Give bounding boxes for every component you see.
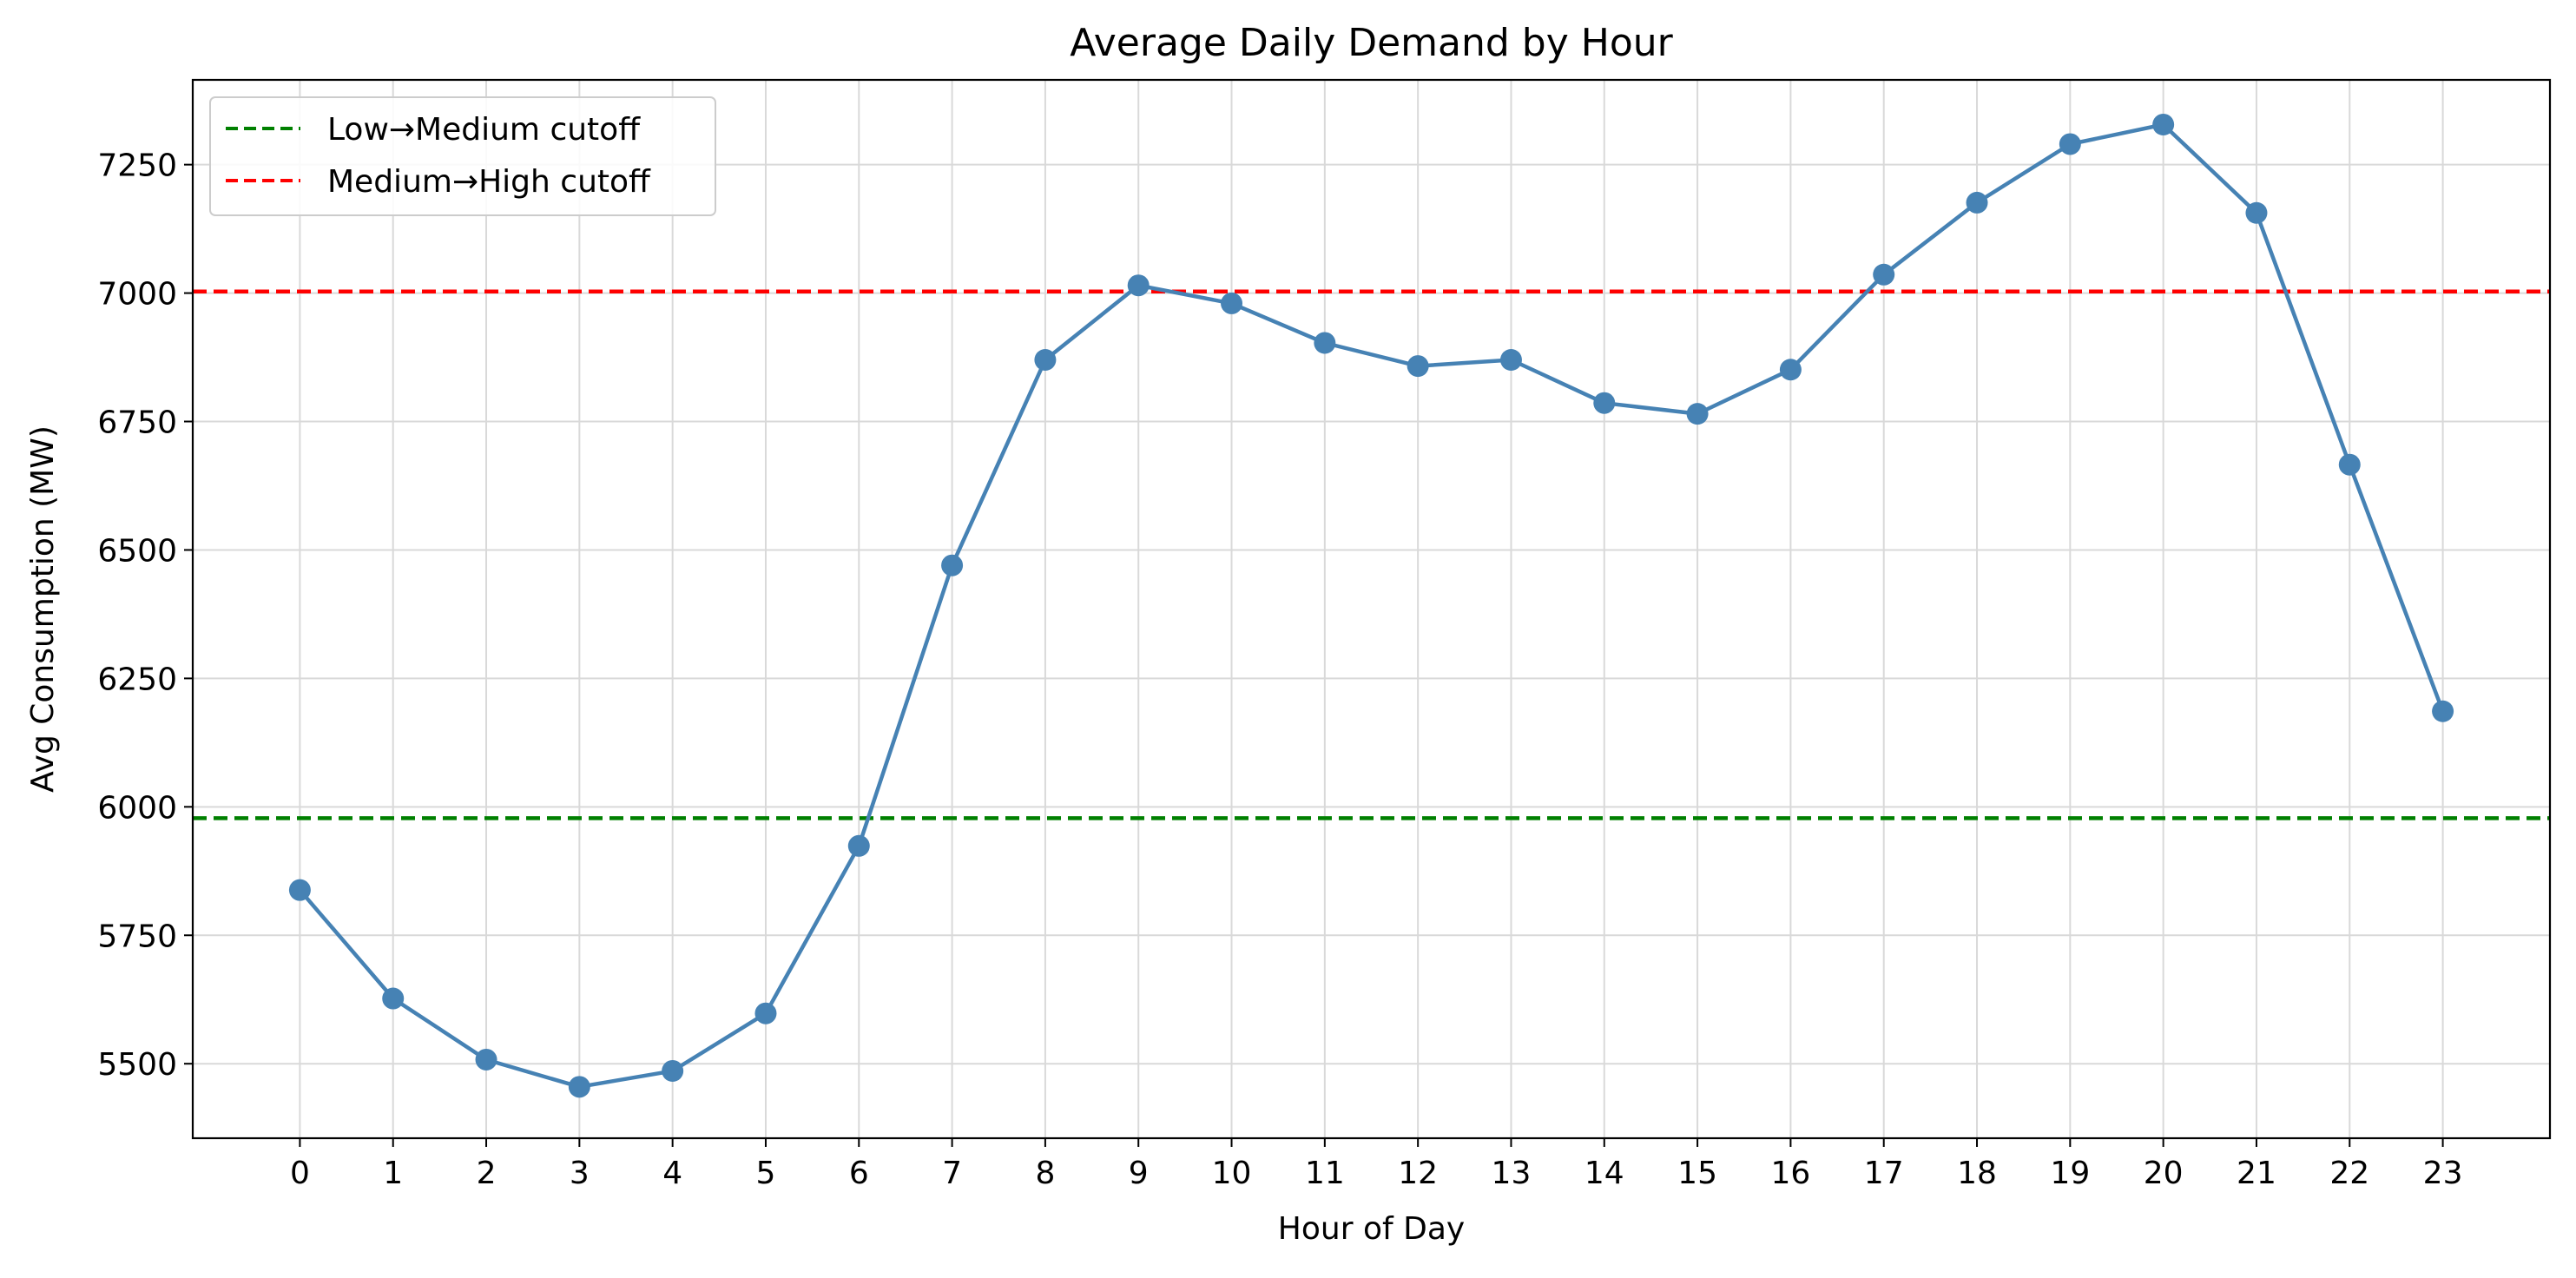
x-tick-label: 7 bbox=[942, 1156, 962, 1191]
data-point bbox=[1873, 263, 1895, 286]
data-point bbox=[1034, 349, 1057, 372]
x-tick-label: 17 bbox=[1864, 1156, 1904, 1191]
data-point bbox=[662, 1059, 684, 1082]
x-tick-label: 10 bbox=[1212, 1156, 1252, 1191]
x-tick-label: 22 bbox=[2329, 1156, 2369, 1191]
y-tick-label: 7250 bbox=[97, 148, 177, 184]
legend-label-medium-high: Medium→High cutoff bbox=[327, 164, 651, 200]
data-point bbox=[2059, 133, 2081, 155]
y-axis-ticks: 5500 5750 6000 6250 6500 6750 7000 7250 bbox=[97, 148, 193, 1083]
y-axis-label: Avg Consumption (MW) bbox=[25, 425, 61, 793]
x-tick-label: 4 bbox=[662, 1156, 682, 1191]
data-point bbox=[847, 834, 870, 857]
x-tick-label: 15 bbox=[1677, 1156, 1717, 1191]
x-tick-label: 3 bbox=[570, 1156, 590, 1191]
data-point bbox=[1779, 359, 1802, 381]
data-point bbox=[941, 554, 964, 576]
data-point bbox=[1966, 191, 1988, 214]
data-point bbox=[2152, 113, 2175, 135]
x-tick-label: 20 bbox=[2144, 1156, 2184, 1191]
data-point bbox=[754, 1002, 777, 1024]
data-point bbox=[382, 987, 405, 1010]
grid-lines bbox=[193, 80, 2550, 1138]
x-tick-label: 13 bbox=[1492, 1156, 1532, 1191]
y-tick-label: 5500 bbox=[97, 1047, 177, 1083]
chart-title: Average Daily Demand by Hour bbox=[1070, 21, 1673, 65]
y-tick-label: 7000 bbox=[97, 277, 177, 313]
x-tick-label: 8 bbox=[1035, 1156, 1055, 1191]
x-tick-label: 0 bbox=[290, 1156, 310, 1191]
legend-box bbox=[209, 96, 716, 216]
y-tick-label: 6750 bbox=[97, 405, 177, 441]
x-tick-label: 11 bbox=[1305, 1156, 1345, 1191]
y-tick-label: 5750 bbox=[97, 919, 177, 954]
data-point bbox=[1499, 349, 1522, 372]
data-point bbox=[568, 1076, 590, 1098]
series-line bbox=[298, 122, 2445, 1090]
reference-lines bbox=[193, 289, 2550, 820]
x-tick-label: 21 bbox=[2237, 1156, 2276, 1191]
data-point bbox=[1686, 403, 1709, 425]
data-point bbox=[2432, 700, 2454, 722]
x-tick-label: 18 bbox=[1957, 1156, 1997, 1191]
data-point bbox=[2245, 201, 2268, 224]
data-point bbox=[1127, 274, 1150, 297]
y-tick-label: 6250 bbox=[97, 662, 177, 697]
x-tick-label: 2 bbox=[477, 1156, 497, 1191]
x-axis-ticks: 0 1 2 3 4 5 6 7 8 9 10 11 12 13 14 15 16 17 18 19 20 21 22 23 bbox=[290, 1138, 2463, 1191]
x-tick-label: 5 bbox=[756, 1156, 776, 1191]
plot-frame bbox=[191, 78, 2552, 1140]
x-tick-label: 6 bbox=[849, 1156, 869, 1191]
x-tick-label: 16 bbox=[1770, 1156, 1810, 1191]
data-point bbox=[1314, 332, 1336, 354]
x-tick-label: 19 bbox=[2050, 1156, 2090, 1191]
data-point bbox=[1221, 292, 1243, 314]
data-point bbox=[1593, 392, 1616, 414]
x-tick-label: 9 bbox=[1129, 1156, 1149, 1191]
data-point bbox=[475, 1048, 497, 1070]
x-tick-label: 14 bbox=[1584, 1156, 1624, 1191]
legend-label-low-medium: Low→Medium cutoff bbox=[327, 112, 641, 148]
legend: Low→Medium cutoff Medium→High cutoff bbox=[209, 96, 716, 216]
data-series bbox=[288, 113, 2454, 1098]
data-point bbox=[2338, 453, 2361, 476]
y-tick-label: 6500 bbox=[97, 533, 177, 569]
x-axis-label: Hour of Day bbox=[1278, 1211, 1465, 1247]
y-tick-label: 6000 bbox=[97, 790, 177, 826]
x-tick-label: 12 bbox=[1398, 1156, 1438, 1191]
x-tick-label: 1 bbox=[383, 1156, 403, 1191]
data-point bbox=[1407, 355, 1429, 378]
data-point bbox=[288, 879, 311, 901]
x-tick-label: 23 bbox=[2423, 1156, 2463, 1191]
